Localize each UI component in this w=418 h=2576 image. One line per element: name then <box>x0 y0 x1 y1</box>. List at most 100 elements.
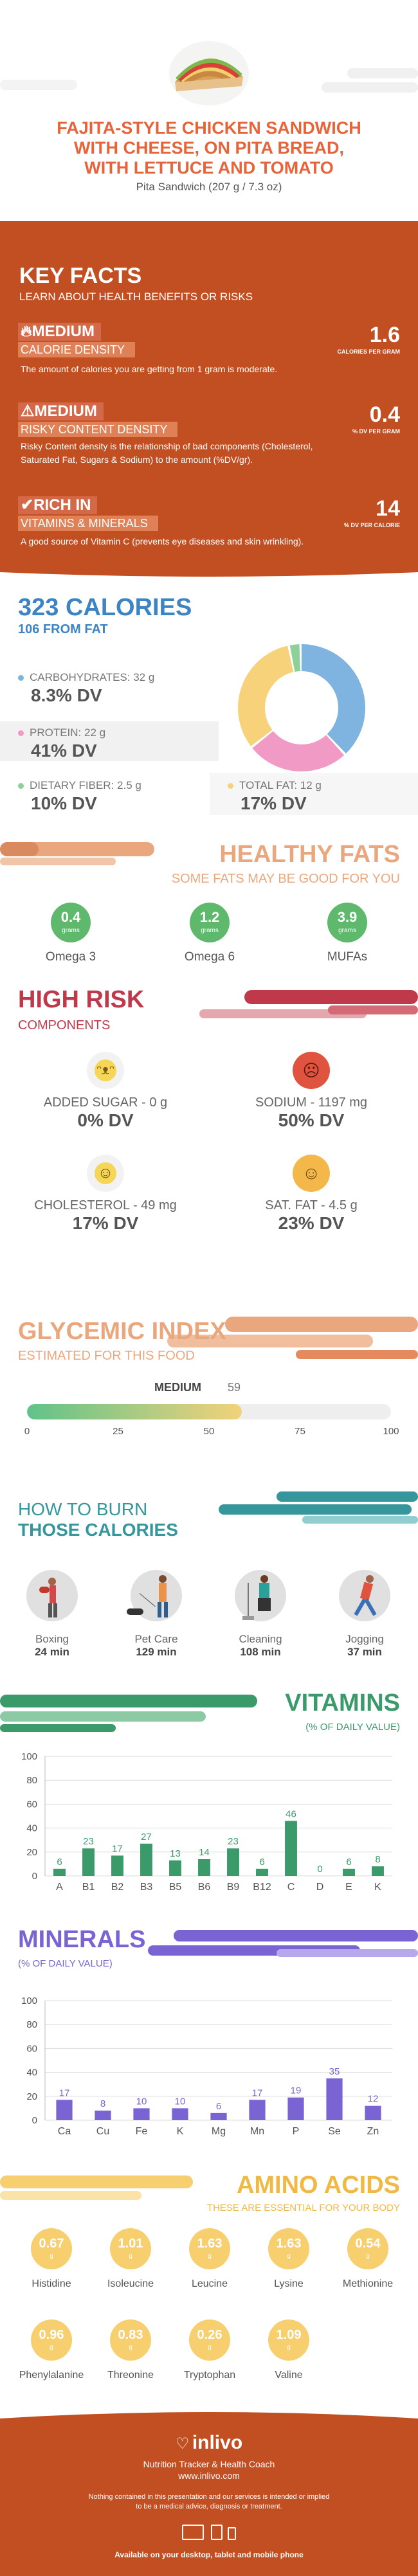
bar-Mg <box>210 2112 227 2120</box>
bar-value-label: 23 <box>83 1836 94 1847</box>
amino-name: Methionine <box>342 2278 394 2289</box>
burn-pet-care: Pet Care 129 min <box>121 1570 192 1659</box>
glycemic-tick-label: 50 <box>203 1426 215 1437</box>
risk-label: CHOLESTEROL - 49 mg <box>34 1198 177 1212</box>
fiber-dv: 10% DV <box>31 793 97 813</box>
y-tick-label: 0 <box>32 1871 37 1882</box>
burn-activity-name: Boxing <box>35 1633 69 1645</box>
amino-unit: g <box>129 2344 132 2351</box>
bar-value-label: 13 <box>170 1848 181 1859</box>
burn-activity-time: 24 min <box>35 1646 69 1658</box>
key-fact-value: 14 <box>376 496 400 521</box>
key-fact-label-badge: RISKY CONTENT DENSITY <box>18 422 178 437</box>
amino-name: Phenylalanine <box>19 2370 84 2381</box>
y-tick-label: 40 <box>26 1823 37 1834</box>
burn-activity-name: Jogging <box>345 1633 384 1645</box>
bar-value-label: 17 <box>252 2087 263 2098</box>
key-facts-title: KEY FACTS <box>19 264 142 288</box>
footer-url[interactable]: www.inlivo.com <box>178 2471 240 2481</box>
amino-value: 0.83 <box>118 2328 143 2342</box>
bar-value-label: 0 <box>317 1864 322 1875</box>
minerals-bar-chart: 100 80 60 40 20 0 17 Ca 8 Cu 10 Fe 10 K 6 Mg 17 Mn 19 P 35 Se… <box>21 1995 392 2137</box>
amino-unit: g <box>50 2344 53 2351</box>
key-fact-value: 0.4 <box>369 402 400 427</box>
key-fact-unit: % DV PER CALORIE <box>343 522 400 528</box>
key-fact-label-badge: CALORIE DENSITY <box>18 342 136 357</box>
fat-dot-icon <box>228 783 233 789</box>
healthy-fats-section: HEALTHY FATS SOME FATS MAY BE GOOD FOR Y… <box>0 836 418 984</box>
amino-value-circle: 1.63 g <box>189 2228 230 2269</box>
risk-sat-fat: ☺︎ SAT. FAT - 4.5 g 23% DV <box>221 1155 401 1234</box>
glycemic-tick-label: 75 <box>295 1426 305 1437</box>
x-tick-label: Se <box>328 2126 341 2137</box>
fat-value: 1.2 <box>199 909 220 925</box>
x-tick-label: K <box>374 1882 381 1893</box>
y-tick-label: 80 <box>26 1775 37 1786</box>
cleaning-icon <box>235 1570 286 1621</box>
healthy-fats-subtitle: SOME FATS MAY BE GOOD FOR YOU <box>171 872 400 886</box>
amino-value: 1.01 <box>118 2237 143 2251</box>
bar-P <box>287 2097 304 2120</box>
glycemic-section: GLYCEMIC INDEX ESTIMATED FOR THIS FOOD M… <box>0 1314 418 1475</box>
sad-face-icon: ☹︎ <box>293 1052 330 1089</box>
bar-E <box>343 1868 355 1876</box>
glycemic-tick-label: 25 <box>113 1426 123 1437</box>
bar-value-label: 10 <box>136 2096 147 2107</box>
carbs-label: CARBOHYDRATES: 32 g <box>30 671 155 683</box>
amino-name: Threonine <box>107 2370 154 2381</box>
x-tick-label: K <box>177 2126 184 2137</box>
x-tick-label: B9 <box>227 1882 240 1893</box>
bar-Se <box>326 2078 343 2120</box>
key-fact-label-badge: VITAMINS & MINERALS <box>18 516 158 531</box>
risk-label: SODIUM - 1197 mg <box>255 1095 368 1110</box>
key-facts-section: KEY FACTS LEARN ABOUT HEALTH BENEFITS OR… <box>0 221 418 568</box>
amino-name: Histidine <box>32 2278 71 2289</box>
fiber-dot-icon <box>18 783 24 789</box>
glycemic-subtitle: ESTIMATED FOR THIS FOOD <box>18 1349 195 1363</box>
header-stripes-right <box>309 64 418 103</box>
amino-unit: g <box>366 2253 370 2260</box>
bar-value-label: 14 <box>199 1847 210 1858</box>
amino-stripes <box>0 2175 212 2208</box>
bar-value-label: 17 <box>59 2087 70 2098</box>
bar-B6 <box>198 1859 210 1876</box>
amino-title: AMINO ACIDS <box>236 2172 400 2199</box>
fat-name: MUFAs <box>327 950 368 964</box>
y-tick-label: 100 <box>21 1751 37 1762</box>
key-facts-wave <box>0 568 418 577</box>
key-fact-level-badge: ⚠︎MEDIUM <box>18 402 104 420</box>
donut-segment-carbohydrates <box>238 644 365 771</box>
amino-name: Lysine <box>274 2278 304 2289</box>
bar-value-label: 19 <box>291 2085 302 2096</box>
protein-dot-icon <box>18 730 24 736</box>
protein-label: PROTEIN: 22 g <box>30 726 106 739</box>
high-risk-subtitle: COMPONENTS <box>18 1018 111 1032</box>
x-tick-label: B3 <box>140 1882 153 1893</box>
jogging-icon <box>339 1570 390 1621</box>
macro-fat-bg <box>210 773 418 815</box>
bar-Ca <box>56 2100 73 2120</box>
amino-item: 0.26 g Tryptophan <box>171 2319 248 2381</box>
bar-B9 <box>227 1848 239 1876</box>
bar-B1 <box>82 1848 95 1876</box>
amino-value: 1.63 <box>276 2237 302 2251</box>
risk-label: ADDED SUGAR - 0 g <box>43 1095 168 1110</box>
bar-value-label: 10 <box>175 2096 186 2107</box>
healthy-fats-stripes <box>0 842 180 868</box>
x-tick-label: B5 <box>169 1882 182 1893</box>
amino-subtitle: THESE ARE ESSENTIAL FOR YOUR BODY <box>206 2202 400 2213</box>
risk-dv: 17% DV <box>72 1213 139 1233</box>
x-tick-label: A <box>56 1882 63 1893</box>
x-tick-label: P <box>293 2126 300 2137</box>
bar-value-label: 6 <box>346 1857 351 1868</box>
healthy-fats-title: HEALTHY FATS <box>219 841 400 868</box>
amino-value-circle: 1.09 g <box>268 2319 309 2361</box>
donut-segment-protein <box>238 644 365 771</box>
glycemic-stripes <box>116 1317 418 1362</box>
amino-value: 1.09 <box>276 2328 302 2342</box>
burn-activity-name: Cleaning <box>239 1633 282 1645</box>
risk-label: SAT. FAT - 4.5 g <box>265 1198 358 1212</box>
bar-value-label: 6 <box>216 2101 221 2112</box>
fat-value: 0.4 <box>60 909 81 925</box>
desktop-icon <box>182 2525 204 2540</box>
